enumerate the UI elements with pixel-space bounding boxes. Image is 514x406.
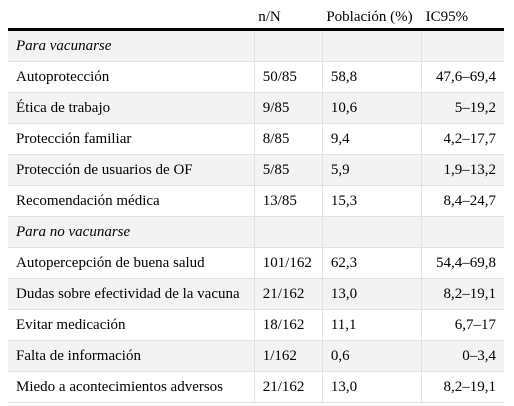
row-population: 13,0 bbox=[322, 371, 423, 403]
section-row: Para no vacunarse bbox=[8, 216, 504, 248]
row-label: Dudas sobre efectividad de la vacuna bbox=[8, 278, 255, 310]
table-row: Falta de información 1/162 0,6 0–3,4 bbox=[8, 340, 504, 372]
row-label: Protección familiar bbox=[8, 123, 255, 155]
table-row: Protección de usuarios de OF 5/85 5,9 1,9–1… bbox=[8, 154, 504, 186]
row-label: Para vacunarse bbox=[8, 29, 255, 62]
row-ci: 8,4–24,7 bbox=[421, 185, 504, 217]
row-ci bbox=[421, 216, 504, 248]
row-ci: 0–3,4 bbox=[421, 340, 504, 372]
row-ci: 4,2–17,7 bbox=[421, 123, 504, 155]
row-label: Miedo a acontecimientos adversos bbox=[8, 371, 255, 403]
row-n: 50/85 bbox=[254, 61, 323, 93]
table-row: Recomendación médica 13/85 15,3 8,4–24,7 bbox=[8, 185, 504, 217]
table-row: Miedo a acontecimientos adversos 21/162 13… bbox=[8, 371, 504, 403]
table-header-row: n/N Población (%) IC95% bbox=[8, 6, 504, 31]
row-n: 1/162 bbox=[254, 340, 323, 372]
row-population: 58,8 bbox=[322, 61, 423, 93]
row-population: 10,6 bbox=[322, 92, 423, 124]
row-population: 13,0 bbox=[322, 278, 423, 310]
row-label: Evitar medicación bbox=[8, 309, 255, 341]
row-label: Ética de trabajo bbox=[8, 92, 255, 124]
row-population: 62,3 bbox=[322, 247, 423, 279]
table-row: Autoprotección 50/85 58,8 47,6–69,4 bbox=[8, 61, 504, 93]
row-n: 8/85 bbox=[254, 123, 323, 155]
row-n: 9/85 bbox=[254, 92, 323, 124]
row-n: 18/162 bbox=[254, 309, 323, 341]
table-row: Dudas sobre efectividad de la vacuna 21/1… bbox=[8, 278, 504, 310]
row-population: 11,1 bbox=[322, 309, 423, 341]
row-n bbox=[254, 29, 323, 62]
row-ci bbox=[421, 29, 504, 62]
header-label bbox=[8, 6, 255, 31]
row-ci: 8,2–19,1 bbox=[421, 278, 504, 310]
row-population: 5,9 bbox=[322, 154, 423, 186]
table-row: Autopercepción de buena salud 101/162 62,3… bbox=[8, 247, 504, 279]
table-body: Para vacunarse Autoprotección 50/85 58,8 47,… bbox=[8, 29, 504, 403]
row-population bbox=[322, 29, 423, 62]
row-population: 15,3 bbox=[322, 185, 423, 217]
table-row: Evitar medicación 18/162 11,1 6,7–17 bbox=[8, 309, 504, 341]
row-ci: 47,6–69,4 bbox=[421, 61, 504, 93]
row-ci: 6,7–17 bbox=[421, 309, 504, 341]
row-population: 9,4 bbox=[322, 123, 423, 155]
data-table: n/N Población (%) IC95% Para vacunarse Au… bbox=[8, 6, 504, 403]
section-row: Para vacunarse bbox=[8, 29, 504, 62]
row-label: Autoprotección bbox=[8, 61, 255, 93]
row-label: Falta de información bbox=[8, 340, 255, 372]
row-label: Recomendación médica bbox=[8, 185, 255, 217]
row-n: 21/162 bbox=[254, 371, 323, 403]
row-n: 5/85 bbox=[254, 154, 323, 186]
row-ci: 1,9–13,2 bbox=[421, 154, 504, 186]
row-n: 101/162 bbox=[254, 247, 323, 279]
row-label: Para no vacunarse bbox=[8, 216, 255, 248]
row-label: Autopercepción de buena salud bbox=[8, 247, 255, 279]
header-n: n/N bbox=[254, 6, 323, 31]
row-n: 21/162 bbox=[254, 278, 323, 310]
header-ci: IC95% bbox=[421, 6, 504, 31]
row-label: Protección de usuarios de OF bbox=[8, 154, 255, 186]
row-population bbox=[322, 216, 423, 248]
row-population: 0,6 bbox=[322, 340, 423, 372]
table-row: Protección familiar 8/85 9,4 4,2–17,7 bbox=[8, 123, 504, 155]
header-population: Población (%) bbox=[322, 6, 422, 31]
row-ci: 54,4–69,8 bbox=[421, 247, 504, 279]
row-ci: 8,2–19,1 bbox=[421, 371, 504, 403]
row-n bbox=[254, 216, 323, 248]
row-ci: 5–19,2 bbox=[421, 92, 504, 124]
row-n: 13/85 bbox=[254, 185, 323, 217]
table-row: Ética de trabajo 9/85 10,6 5–19,2 bbox=[8, 92, 504, 124]
